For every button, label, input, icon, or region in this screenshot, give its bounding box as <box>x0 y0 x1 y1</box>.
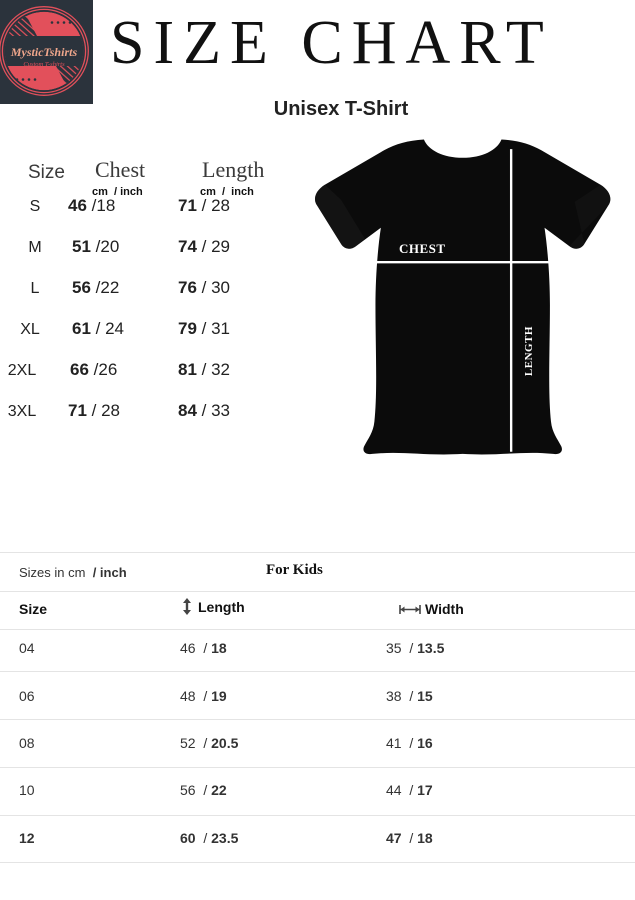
svg-text:Custom T-shirts: Custom T-shirts <box>23 61 65 68</box>
svg-text:MysticTshirts: MysticTshirts <box>10 45 78 59</box>
